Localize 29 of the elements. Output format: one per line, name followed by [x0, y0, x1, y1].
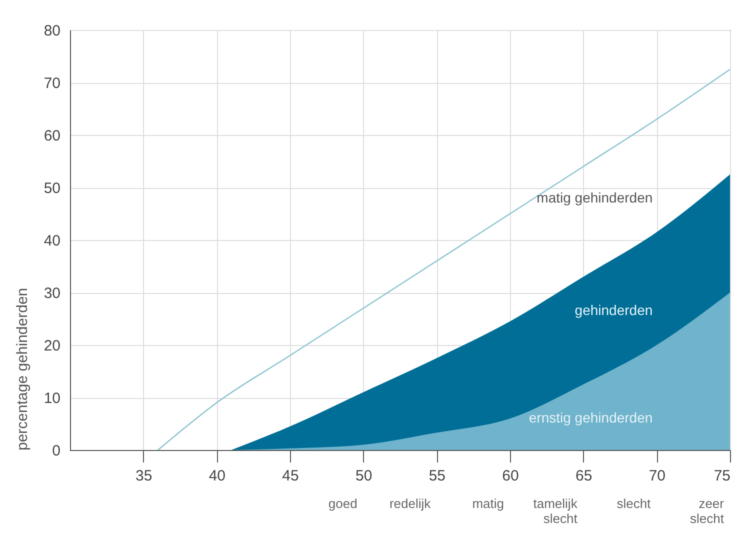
x-tick-label: 45 — [282, 468, 299, 484]
x-tick-label: 50 — [355, 468, 372, 484]
x-tick-label: 65 — [575, 468, 592, 484]
y-tick-label: 40 — [44, 232, 60, 250]
x-tick-label: 75 — [714, 468, 730, 484]
text: redelijk — [389, 496, 432, 511]
text: zeer slecht — [690, 496, 725, 526]
series-label: ernstig gehinderden — [528, 410, 653, 426]
x-tick-label: 40 — [208, 468, 226, 484]
x-tick-label: 55 — [428, 468, 446, 484]
x-tick-label: 35 — [135, 468, 152, 484]
text: tamelijk slecht — [533, 496, 578, 526]
y-axis-title: percentage gehinderden — [14, 288, 31, 450]
y-tick-label: 0 — [52, 442, 60, 460]
series-label: gehinderden — [574, 302, 653, 318]
x-tick-label: 70 — [648, 468, 666, 484]
y-tick-label: 70 — [44, 75, 60, 92]
y-tick-label: 50 — [44, 180, 60, 197]
y-tick-label: 60 — [44, 128, 60, 144]
x-tick-label: 60 — [502, 468, 519, 484]
y-tick-label: 20 — [44, 338, 60, 354]
y-tick-label: 30 — [44, 285, 60, 302]
series-label: matig gehinderden — [536, 189, 653, 206]
text: matig — [472, 496, 504, 511]
line-series — [157, 68, 730, 450]
text: slecht — [616, 496, 652, 511]
y-tick-label: 10 — [44, 390, 60, 407]
text: goed — [328, 496, 358, 511]
y-tick-label: 80 — [44, 22, 60, 40]
